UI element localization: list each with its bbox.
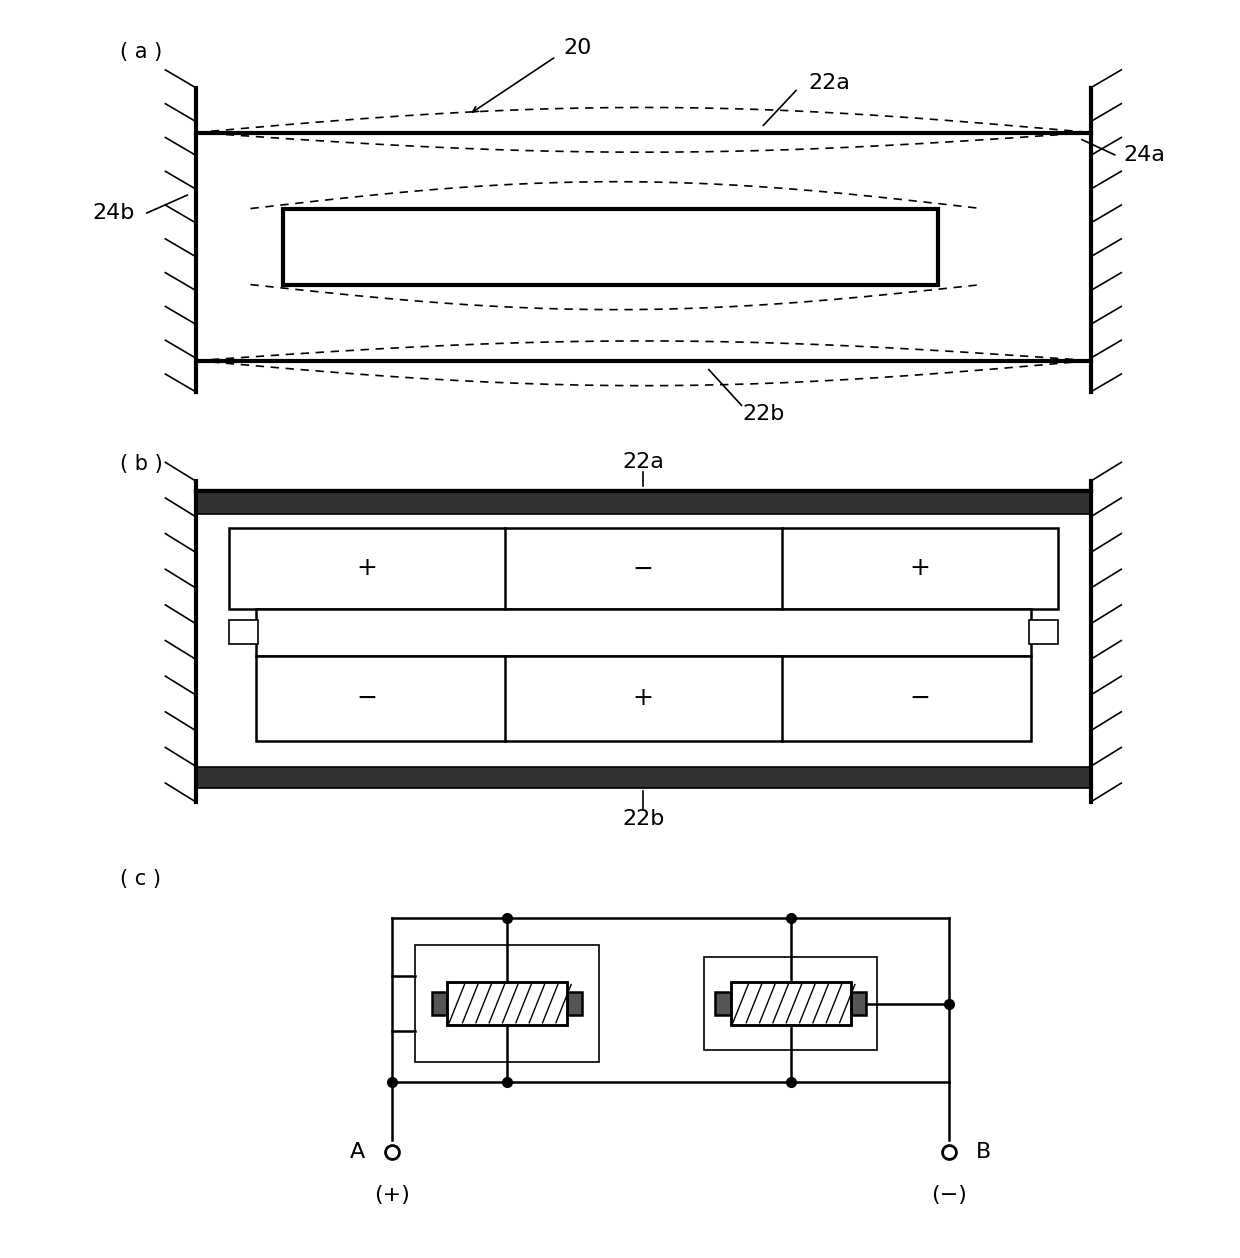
- Text: 22b: 22b: [622, 809, 665, 829]
- Text: +: +: [356, 556, 377, 580]
- Text: 24a: 24a: [1123, 145, 1166, 165]
- Text: A: A: [350, 1142, 365, 1162]
- FancyBboxPatch shape: [228, 528, 1058, 609]
- FancyBboxPatch shape: [196, 491, 1091, 515]
- FancyBboxPatch shape: [228, 620, 258, 644]
- Text: +: +: [632, 686, 653, 711]
- FancyBboxPatch shape: [1028, 620, 1058, 644]
- Text: ( a ): ( a ): [119, 42, 161, 62]
- Text: (+): (+): [374, 1185, 410, 1205]
- FancyBboxPatch shape: [196, 767, 1091, 788]
- FancyBboxPatch shape: [567, 991, 583, 1015]
- FancyBboxPatch shape: [255, 609, 1030, 655]
- FancyBboxPatch shape: [432, 991, 446, 1015]
- FancyBboxPatch shape: [715, 991, 730, 1015]
- Text: 20: 20: [564, 38, 591, 58]
- FancyBboxPatch shape: [283, 209, 937, 284]
- Text: 22a: 22a: [808, 73, 849, 93]
- FancyBboxPatch shape: [255, 655, 1030, 741]
- Text: +: +: [909, 556, 930, 580]
- Text: (−): (−): [931, 1185, 967, 1205]
- FancyBboxPatch shape: [730, 982, 851, 1025]
- Text: −: −: [632, 556, 653, 580]
- FancyBboxPatch shape: [851, 991, 866, 1015]
- FancyBboxPatch shape: [446, 982, 567, 1025]
- Text: −: −: [909, 686, 930, 711]
- Text: ( b ): ( b ): [119, 454, 162, 474]
- Text: 22a: 22a: [622, 453, 665, 472]
- Text: 22b: 22b: [743, 404, 785, 424]
- Text: B: B: [976, 1142, 991, 1162]
- Text: −: −: [356, 686, 377, 711]
- Text: 24b: 24b: [92, 203, 135, 223]
- Text: ( c ): ( c ): [119, 869, 160, 889]
